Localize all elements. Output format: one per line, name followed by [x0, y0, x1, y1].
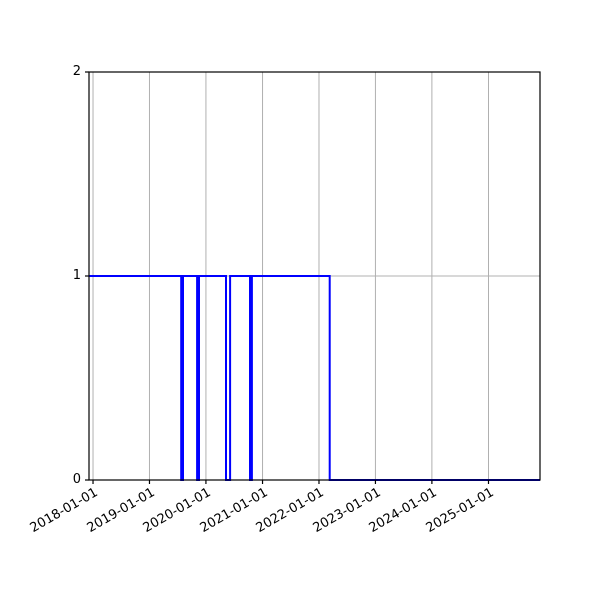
y-tick-label: 0: [72, 472, 81, 487]
y-tick-label: 1: [72, 268, 81, 283]
y-tick-label: 2: [72, 64, 81, 79]
step-series-line: [89, 275, 540, 481]
